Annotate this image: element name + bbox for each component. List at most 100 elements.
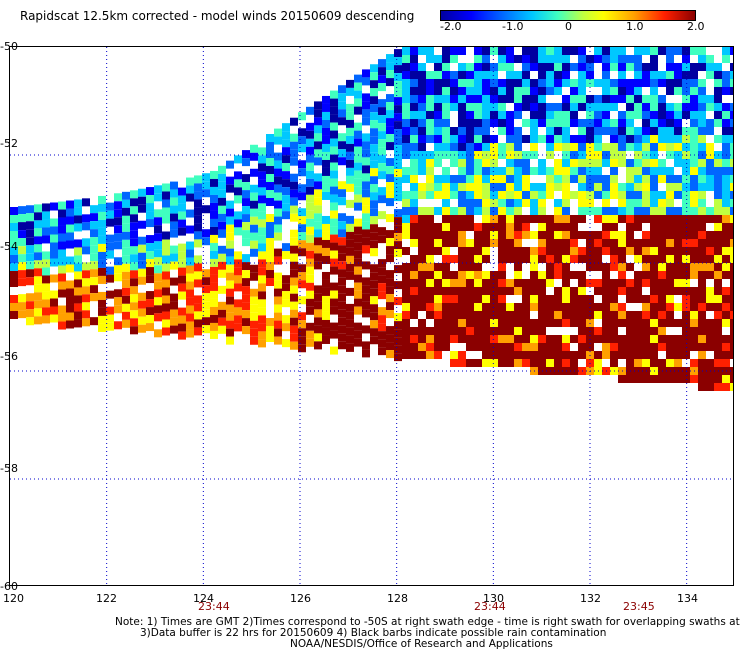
swath-cell: [402, 295, 410, 303]
swath-cell: [594, 167, 602, 175]
swath-cell: [610, 143, 618, 151]
swath-cell: [402, 247, 410, 255]
swath-cell: [682, 375, 690, 383]
swath-cell: [682, 223, 690, 231]
swath-cell: [578, 119, 586, 127]
swath-cell: [674, 231, 682, 239]
swath-cell: [634, 247, 642, 255]
swath-cell: [658, 247, 666, 255]
swath-cell: [370, 320, 378, 329]
swath-cell: [26, 213, 34, 222]
swath-cell: [386, 62, 394, 71]
swath-cell: [146, 323, 154, 332]
swath-cell: [658, 359, 666, 367]
swath-cell: [138, 324, 146, 333]
swath-cell: [194, 255, 202, 264]
swath-cell: [274, 312, 282, 321]
swath-cell: [458, 271, 466, 279]
swath-cell: [570, 215, 578, 223]
swath-cell: [210, 322, 218, 331]
swath-cell: [466, 239, 474, 247]
swath-cell: [610, 103, 618, 111]
swath-cell: [490, 327, 498, 335]
swath-cell: [90, 293, 98, 302]
swath-cell: [690, 191, 698, 199]
swath-cell: [394, 249, 402, 258]
swath-cell: [498, 87, 506, 95]
swath-cell: [458, 279, 466, 287]
swath-cell: [250, 272, 258, 281]
swath-cell: [642, 143, 650, 151]
swath-cell: [362, 77, 370, 86]
swath-cell: [666, 63, 674, 71]
swath-cell: [370, 152, 378, 161]
swath-cell: [634, 167, 642, 175]
swath-cell: [594, 215, 602, 223]
swath-cell: [394, 161, 402, 170]
swath-cell: [386, 54, 394, 63]
swath-cell: [658, 255, 666, 263]
swath-cell: [522, 231, 530, 239]
swath-cell: [610, 95, 618, 103]
swath-cell: [210, 330, 218, 339]
swath-cell: [530, 279, 538, 287]
swath-cell: [506, 255, 514, 263]
swath-cell: [114, 257, 122, 266]
swath-cell: [650, 271, 658, 279]
swath-cell: [290, 293, 298, 302]
swath-cell: [450, 87, 458, 95]
lat-label-56: -56: [0, 350, 18, 363]
swath-cell: [554, 295, 562, 303]
swath-cell: [570, 191, 578, 199]
swath-cell: [258, 243, 266, 252]
swath-cell: [658, 327, 666, 335]
swath-cell: [426, 47, 434, 55]
swath-cell: [506, 359, 514, 367]
swath-cell: [18, 230, 26, 239]
swath-cell: [394, 217, 402, 226]
swath-cell: [402, 79, 410, 87]
swath-cell: [578, 63, 586, 71]
swath-cell: [370, 144, 378, 153]
swath-cell: [218, 229, 226, 238]
swath-cell: [482, 87, 490, 95]
swath-cell: [394, 177, 402, 186]
swath-cell: [170, 181, 178, 190]
swath-cell: [346, 183, 354, 192]
swath-cell: [322, 271, 330, 280]
swath-cell: [42, 235, 50, 244]
swath-cell: [554, 71, 562, 79]
swath-cell: [490, 167, 498, 175]
swath-cell: [298, 208, 306, 217]
swath-cell: [106, 242, 114, 251]
swath-cell: [634, 95, 642, 103]
swath-cell: [466, 223, 474, 231]
swath-cell: [138, 244, 146, 253]
swath-cell: [314, 333, 322, 342]
swath-cell: [194, 319, 202, 328]
swath-cell: [394, 353, 402, 362]
swath-cell: [690, 215, 698, 223]
swath-cell: [474, 167, 482, 175]
time-label-1: 23:44: [198, 600, 230, 613]
swath-cell: [250, 248, 258, 257]
swath-cell: [490, 335, 498, 343]
lon-label-132: 132: [580, 592, 601, 605]
swath-cell: [490, 87, 498, 95]
swath-cell: [706, 359, 714, 367]
swath-cell: [562, 303, 570, 311]
swath-cell: [442, 79, 450, 87]
swath-cell: [370, 208, 378, 217]
swath-cell: [458, 167, 466, 175]
swath-cell: [578, 303, 586, 311]
swath-cell: [666, 79, 674, 87]
swath-cell: [650, 79, 658, 87]
swath-cell: [490, 95, 498, 103]
swath-cell: [482, 215, 490, 223]
swath-cell: [98, 275, 106, 284]
swath-cell: [18, 262, 26, 271]
swath-cell: [426, 103, 434, 111]
swath-cell: [98, 219, 106, 228]
swath-cell: [58, 305, 66, 314]
swath-cell: [442, 215, 450, 223]
